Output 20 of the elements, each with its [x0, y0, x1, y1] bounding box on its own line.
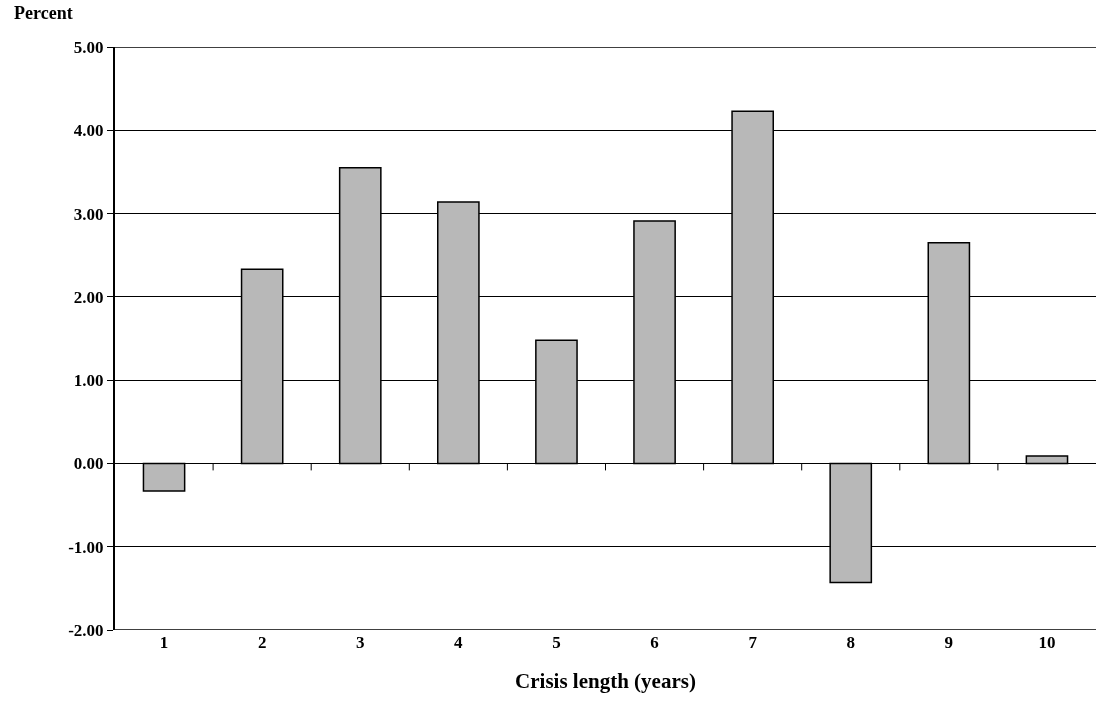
x-tick-label: 5	[552, 633, 561, 652]
y-axis-title: Percent	[14, 3, 73, 23]
y-tick-label: -2.00	[68, 620, 104, 640]
y-tick-label: 4.00	[73, 121, 104, 141]
y-tick-label: 5.00	[73, 37, 104, 57]
x-tick-label: 8	[846, 633, 855, 652]
x-tick-label: 10	[1038, 633, 1056, 652]
x-tick-label: 4	[454, 633, 464, 652]
y-tick-label: 1.00	[73, 371, 104, 391]
x-tick-label: 1	[159, 633, 169, 652]
y-tick-label: -1.00	[68, 537, 104, 557]
x-tick-label: 6	[650, 633, 659, 652]
x-tick-label: 7	[748, 633, 758, 652]
y-tick-label: 3.00	[73, 204, 104, 224]
y-tick-label: 0.00	[73, 454, 104, 474]
x-tick-label: 3	[356, 633, 365, 652]
x-tick-label: 2	[257, 633, 267, 652]
y-tick-label: 2.00	[73, 287, 104, 307]
x-tick-label: 9	[944, 633, 954, 652]
x-axis-title: Crisis length (years)	[515, 669, 696, 694]
